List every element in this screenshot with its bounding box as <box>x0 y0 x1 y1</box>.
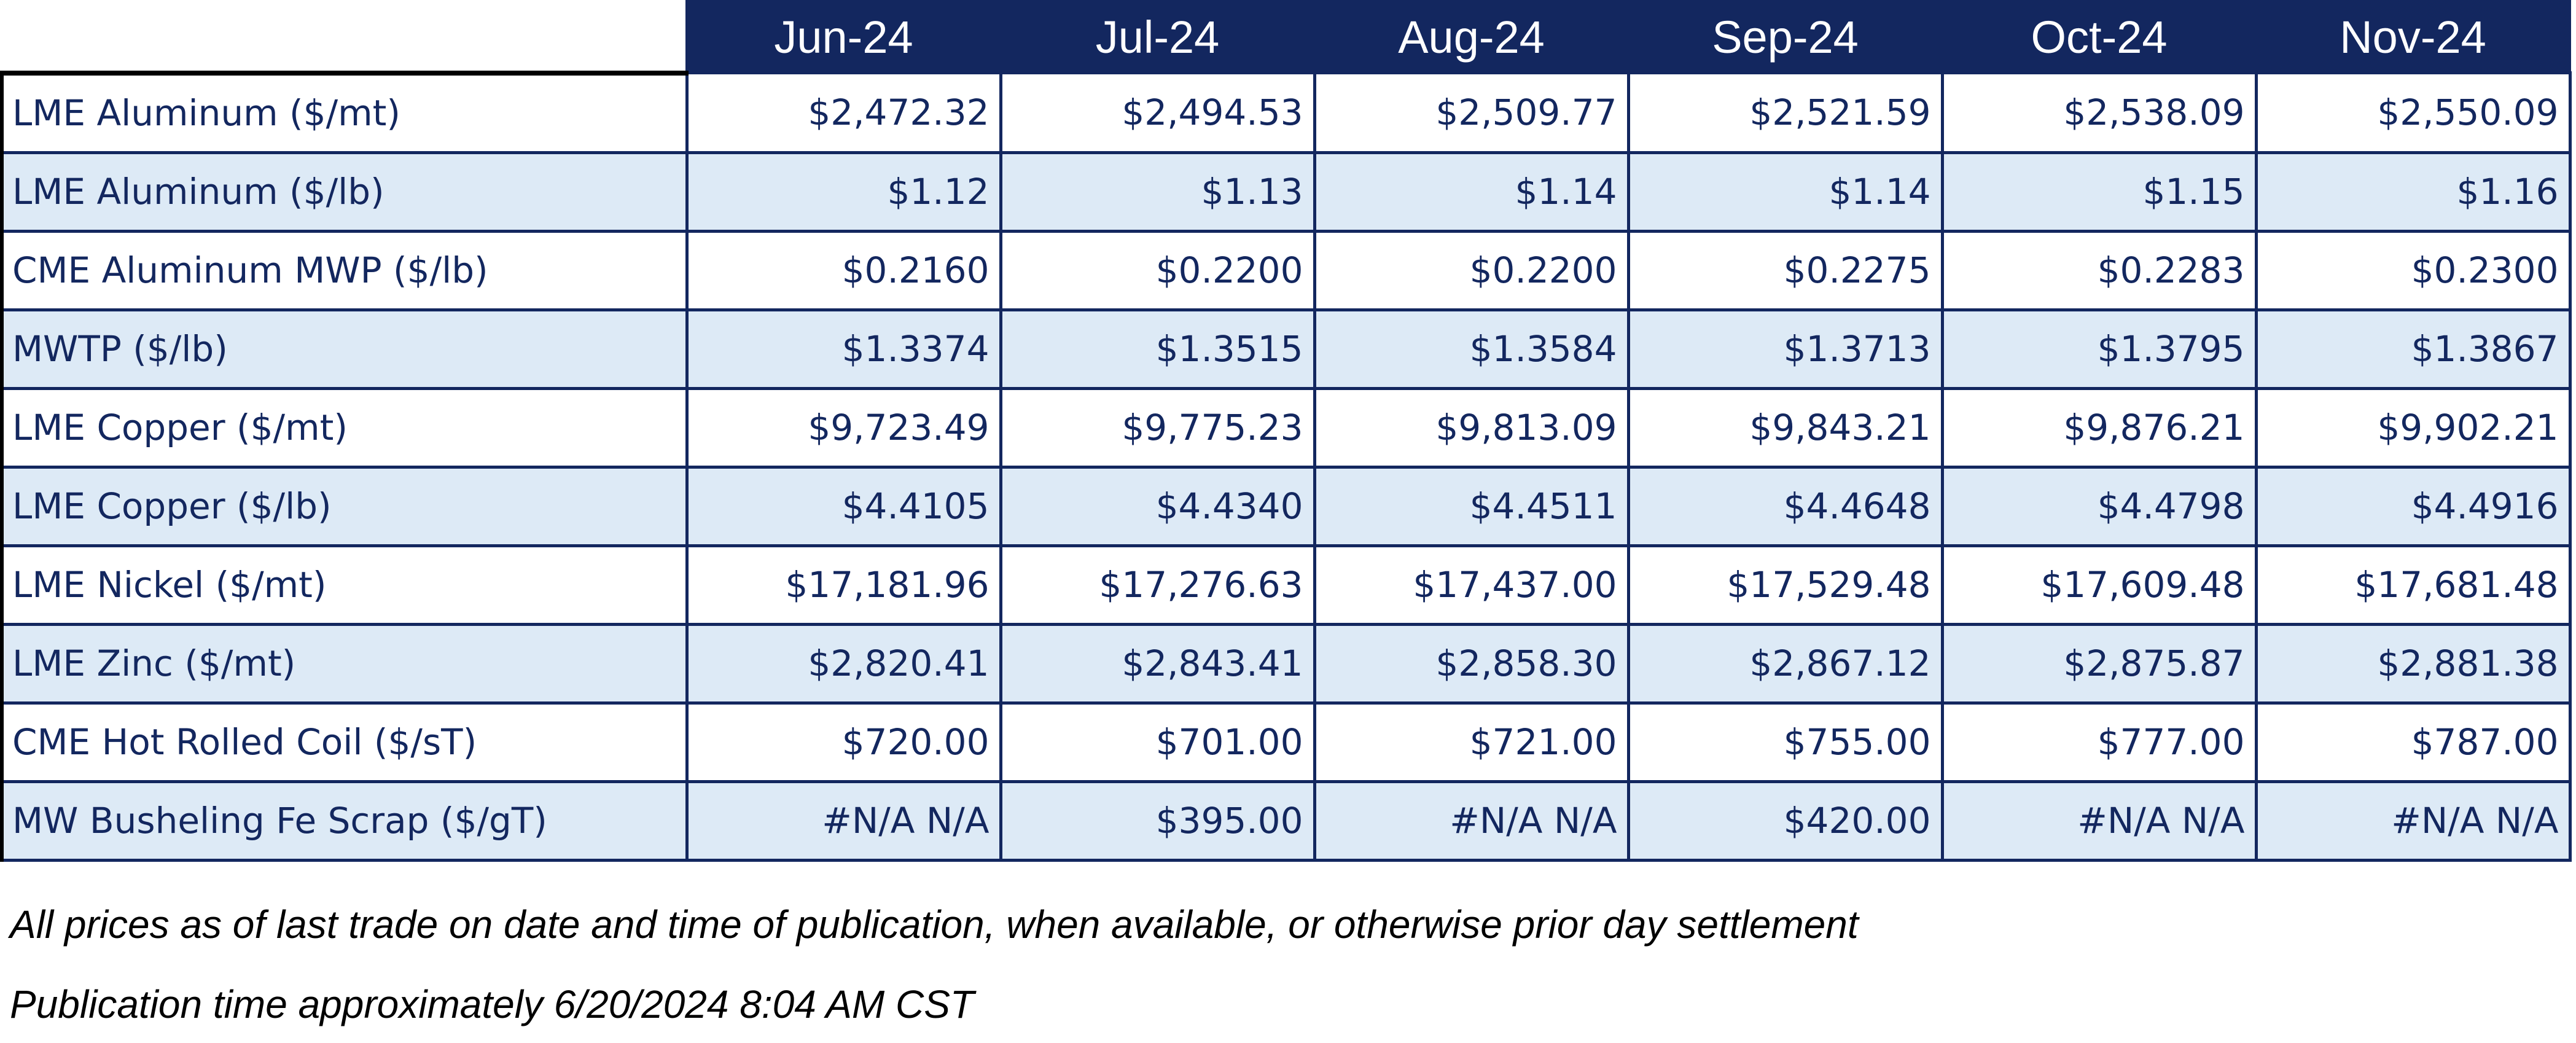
price-cell: $420.00 <box>1626 779 1944 862</box>
price-cell: $17,276.63 <box>999 544 1316 626</box>
price-cell: $0.2300 <box>2254 229 2572 311</box>
footnote-price-basis: All prices as of last trade on date and … <box>10 902 1859 947</box>
price-cell: $9,876.21 <box>1940 386 2258 469</box>
price-cell: $2,858.30 <box>1313 622 1630 705</box>
price-cell: $9,843.21 <box>1626 386 1944 469</box>
month-header: Jul-24 <box>999 0 1316 74</box>
row-label: LME Copper ($/lb) <box>0 465 689 547</box>
row-label: LME Copper ($/mt) <box>0 386 689 469</box>
price-cell: $2,881.38 <box>2254 622 2572 705</box>
month-header: Sep-24 <box>1627 0 1943 74</box>
price-cell: $4.4916 <box>2254 465 2572 547</box>
price-cell: $17,529.48 <box>1626 544 1944 626</box>
month-header: Aug-24 <box>1313 0 1630 74</box>
table-row: CME Aluminum MWP ($/lb) $0.2160 $0.2200 $0.… <box>0 229 2572 311</box>
price-cell: $2,521.59 <box>1626 71 1944 154</box>
price-cell: $4.4105 <box>685 465 1002 547</box>
price-cell: #N/A N/A <box>1940 779 2258 862</box>
price-cell: $4.4511 <box>1313 465 1630 547</box>
header-corner-cell <box>2 1 687 76</box>
price-cell: $17,681.48 <box>2254 544 2572 626</box>
row-label: MW Busheling Fe Scrap ($/gT) <box>0 779 689 862</box>
row-label: CME Aluminum MWP ($/lb) <box>0 229 689 311</box>
table-row: LME Nickel ($/mt) $17,181.96 $17,276.63 $17… <box>0 544 2572 626</box>
price-cell: $9,723.49 <box>685 386 1002 469</box>
price-cell: $720.00 <box>685 701 1002 783</box>
price-cell: $1.3584 <box>1313 308 1630 390</box>
price-cell: $0.2283 <box>1940 229 2258 311</box>
price-cell: $1.14 <box>1626 150 1944 233</box>
price-cell: $2,843.41 <box>999 622 1316 705</box>
table-row: LME Zinc ($/mt) $2,820.41 $2,843.41 $2,858.… <box>0 622 2572 705</box>
price-cell: $4.4340 <box>999 465 1316 547</box>
table-row: MW Busheling Fe Scrap ($/gT) #N/A N/A $395… <box>0 779 2572 862</box>
table-body: LME Aluminum ($/mt) $2,472.32 $2,494.53 $2,… <box>0 71 2572 862</box>
row-label: LME Aluminum ($/mt) <box>0 71 689 154</box>
price-cell: #N/A N/A <box>685 779 1002 862</box>
price-cell: $0.2160 <box>685 229 1002 311</box>
price-cell: $2,820.41 <box>685 622 1002 705</box>
price-cell: $1.14 <box>1313 150 1630 233</box>
price-cell: $1.3795 <box>1940 308 2258 390</box>
footnote-publication-time: Publication time approximately 6/20/2024… <box>10 982 974 1026</box>
month-header: Jun-24 <box>685 0 1002 74</box>
table-row: CME Hot Rolled Coil ($/sT) $720.00 $701.00… <box>0 701 2572 783</box>
row-label: CME Hot Rolled Coil ($/sT) <box>0 701 689 783</box>
price-cell: $1.13 <box>999 150 1316 233</box>
price-cell: $395.00 <box>999 779 1316 862</box>
price-cell: $4.4648 <box>1626 465 1944 547</box>
price-cell: $755.00 <box>1626 701 1944 783</box>
price-cell: $1.12 <box>685 150 1002 233</box>
row-label: LME Nickel ($/mt) <box>0 544 689 626</box>
price-cell: $1.3374 <box>685 308 1002 390</box>
row-label: MWTP ($/lb) <box>0 308 689 390</box>
price-cell: #N/A N/A <box>2254 779 2572 862</box>
row-label: LME Aluminum ($/lb) <box>0 150 689 233</box>
price-cell: $721.00 <box>1313 701 1630 783</box>
price-cell: $2,867.12 <box>1626 622 1944 705</box>
price-cell: $1.3713 <box>1626 308 1944 390</box>
price-cell: $9,775.23 <box>999 386 1316 469</box>
metals-price-table: Jun-24 Jul-24 Aug-24 Sep-24 Oct-24 Nov-2… <box>0 0 2572 862</box>
price-cell: $9,902.21 <box>2254 386 2572 469</box>
price-cell: $0.2200 <box>999 229 1316 311</box>
price-cell: $1.3867 <box>2254 308 2572 390</box>
price-cell: #N/A N/A <box>1313 779 1630 862</box>
table-header: Jun-24 Jul-24 Aug-24 Sep-24 Oct-24 Nov-2… <box>2 0 2571 76</box>
month-header: Nov-24 <box>2255 0 2571 74</box>
price-cell: $2,494.53 <box>999 71 1316 154</box>
header-row: Jun-24 Jul-24 Aug-24 Sep-24 Oct-24 Nov-2… <box>2 0 2571 76</box>
price-cell: $701.00 <box>999 701 1316 783</box>
month-header: Oct-24 <box>1941 0 2257 74</box>
price-cell: $1.15 <box>1940 150 2258 233</box>
price-cell: $1.3515 <box>999 308 1316 390</box>
price-cell: $2,509.77 <box>1313 71 1630 154</box>
price-cell: $787.00 <box>2254 701 2572 783</box>
table-row: MWTP ($/lb) $1.3374 $1.3515 $1.3584 $1.3713 $… <box>0 308 2572 390</box>
price-cell: $17,609.48 <box>1940 544 2258 626</box>
price-cell: $0.2275 <box>1626 229 1944 311</box>
price-cell: $17,437.00 <box>1313 544 1630 626</box>
price-cell: $1.16 <box>2254 150 2572 233</box>
table-row: LME Aluminum ($/mt) $2,472.32 $2,494.53 $2,… <box>0 71 2572 154</box>
price-cell: $17,181.96 <box>685 544 1002 626</box>
table-row: LME Copper ($/mt) $9,723.49 $9,775.23 $9,81… <box>0 386 2572 469</box>
price-cell: $9,813.09 <box>1313 386 1630 469</box>
price-cell: $2,472.32 <box>685 71 1002 154</box>
price-cell: $0.2200 <box>1313 229 1630 311</box>
price-cell: $4.4798 <box>1940 465 2258 547</box>
row-label: LME Zinc ($/mt) <box>0 622 689 705</box>
price-cell: $2,550.09 <box>2254 71 2572 154</box>
price-cell: $777.00 <box>1940 701 2258 783</box>
price-cell: $2,875.87 <box>1940 622 2258 705</box>
table-row: LME Aluminum ($/lb) $1.12 $1.13 $1.14 $1.14 $… <box>0 150 2572 233</box>
table-row: LME Copper ($/lb) $4.4105 $4.4340 $4.4511 $4… <box>0 465 2572 547</box>
price-cell: $2,538.09 <box>1940 71 2258 154</box>
